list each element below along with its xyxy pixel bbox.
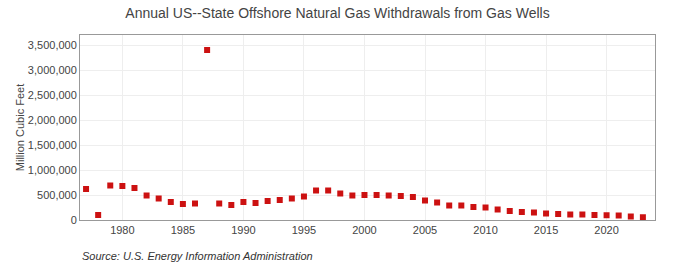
svg-text:2020: 2020 [594, 224, 618, 236]
svg-text:2,500,000: 2,500,000 [28, 89, 77, 101]
svg-text:500,000: 500,000 [37, 189, 77, 201]
svg-text:1995: 1995 [292, 224, 316, 236]
svg-text:Source: U.S. Energy Informatio: Source: U.S. Energy Information Administ… [82, 250, 313, 262]
svg-text:0: 0 [71, 214, 77, 226]
svg-text:2005: 2005 [413, 224, 437, 236]
svg-text:Annual US--State Offshore Natu: Annual US--State Offshore Natural Gas Wi… [125, 5, 549, 21]
svg-text:2010: 2010 [473, 224, 497, 236]
svg-text:3,000,000: 3,000,000 [28, 64, 77, 76]
svg-text:3,500,000: 3,500,000 [28, 39, 77, 51]
svg-text:1990: 1990 [231, 224, 255, 236]
svg-text:2000: 2000 [352, 224, 376, 236]
svg-text:2,000,000: 2,000,000 [28, 114, 77, 126]
svg-text:2015: 2015 [534, 224, 558, 236]
svg-text:1,500,000: 1,500,000 [28, 139, 77, 151]
svg-text:1,000,000: 1,000,000 [28, 164, 77, 176]
svg-text:1980: 1980 [110, 224, 134, 236]
svg-text:1985: 1985 [171, 224, 195, 236]
svg-text:Million Cubic Feet: Million Cubic Feet [14, 84, 26, 171]
